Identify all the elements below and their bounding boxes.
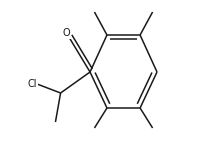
Text: Cl: Cl (28, 79, 37, 89)
Text: O: O (63, 28, 70, 38)
